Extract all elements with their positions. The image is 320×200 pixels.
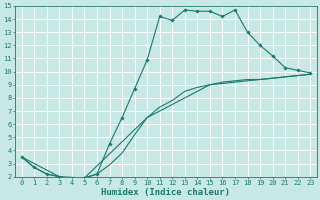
- X-axis label: Humidex (Indice chaleur): Humidex (Indice chaleur): [101, 188, 230, 197]
